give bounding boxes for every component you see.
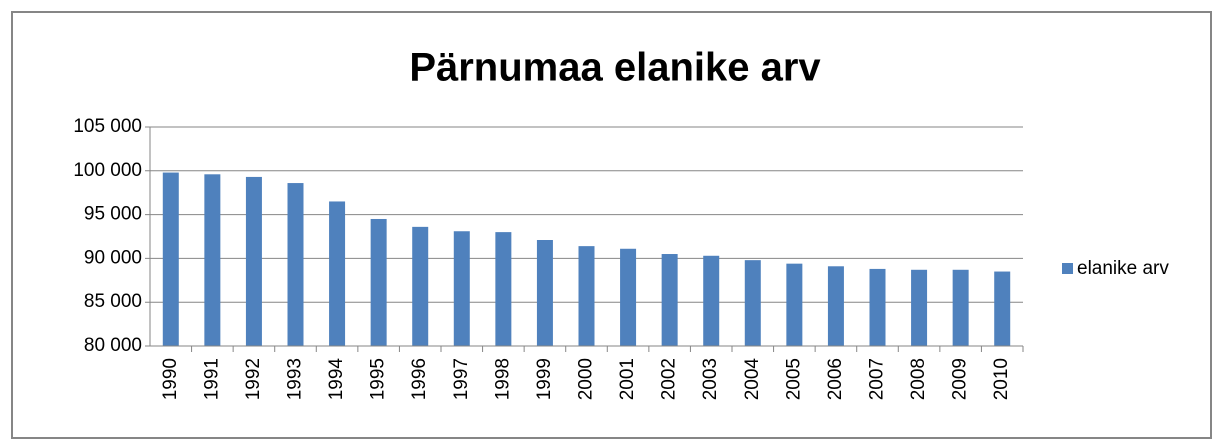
y-tick-label: 90 000 [84,247,142,268]
x-tick-label: 2001 [617,358,638,400]
x-tick-label: 2002 [659,358,680,400]
x-tick-label: 2007 [867,358,888,400]
bar [162,172,179,346]
bar [412,226,429,346]
legend-swatch [1062,263,1073,274]
bar [911,269,928,346]
x-tick-label: 1994 [326,358,347,401]
x-tick-label: 1993 [285,358,306,400]
x-tick-label: 1998 [492,358,513,400]
legend-label: elanike arv [1077,258,1169,279]
y-tick-label: 95 000 [84,204,142,225]
bar [536,240,553,346]
x-tick-label: 2004 [742,358,763,401]
x-tick-label: 2000 [576,358,597,400]
x-tick-label: 2009 [950,358,971,400]
x-tick-label: 1996 [409,358,430,400]
y-tick-label: 100 000 [73,160,142,181]
bar [370,218,387,346]
bar [245,176,262,346]
x-tick-label: 2003 [700,358,721,400]
x-tick-label: 1997 [451,358,472,400]
x-tick-label: 2008 [908,358,929,400]
bar [495,232,512,346]
x-tick-label: 1995 [368,358,389,400]
bar [952,269,969,346]
bar [827,266,844,346]
bar [620,248,637,346]
bar [287,183,304,346]
bar [329,201,346,346]
x-tick-label: 1990 [160,358,181,400]
x-tick-label: 1999 [534,358,555,400]
bar [661,254,678,346]
y-tick-label: 80 000 [84,335,142,356]
x-tick-label: 2010 [991,358,1012,400]
bar [744,260,761,346]
x-tick-label: 1992 [243,358,264,400]
y-tick-label: 105 000 [73,116,142,137]
bar [869,268,886,346]
x-tick-label: 2005 [783,358,804,400]
bar [703,255,720,346]
x-tick-label: 2006 [825,358,846,400]
bar [994,271,1011,346]
chart-title: Pärnumaa elanike arv [409,46,821,90]
y-tick-label: 85 000 [84,291,142,312]
bar [453,231,470,346]
x-tick-label: 1991 [201,358,222,400]
bar [578,246,595,346]
bar [204,174,221,346]
bar [786,263,803,346]
